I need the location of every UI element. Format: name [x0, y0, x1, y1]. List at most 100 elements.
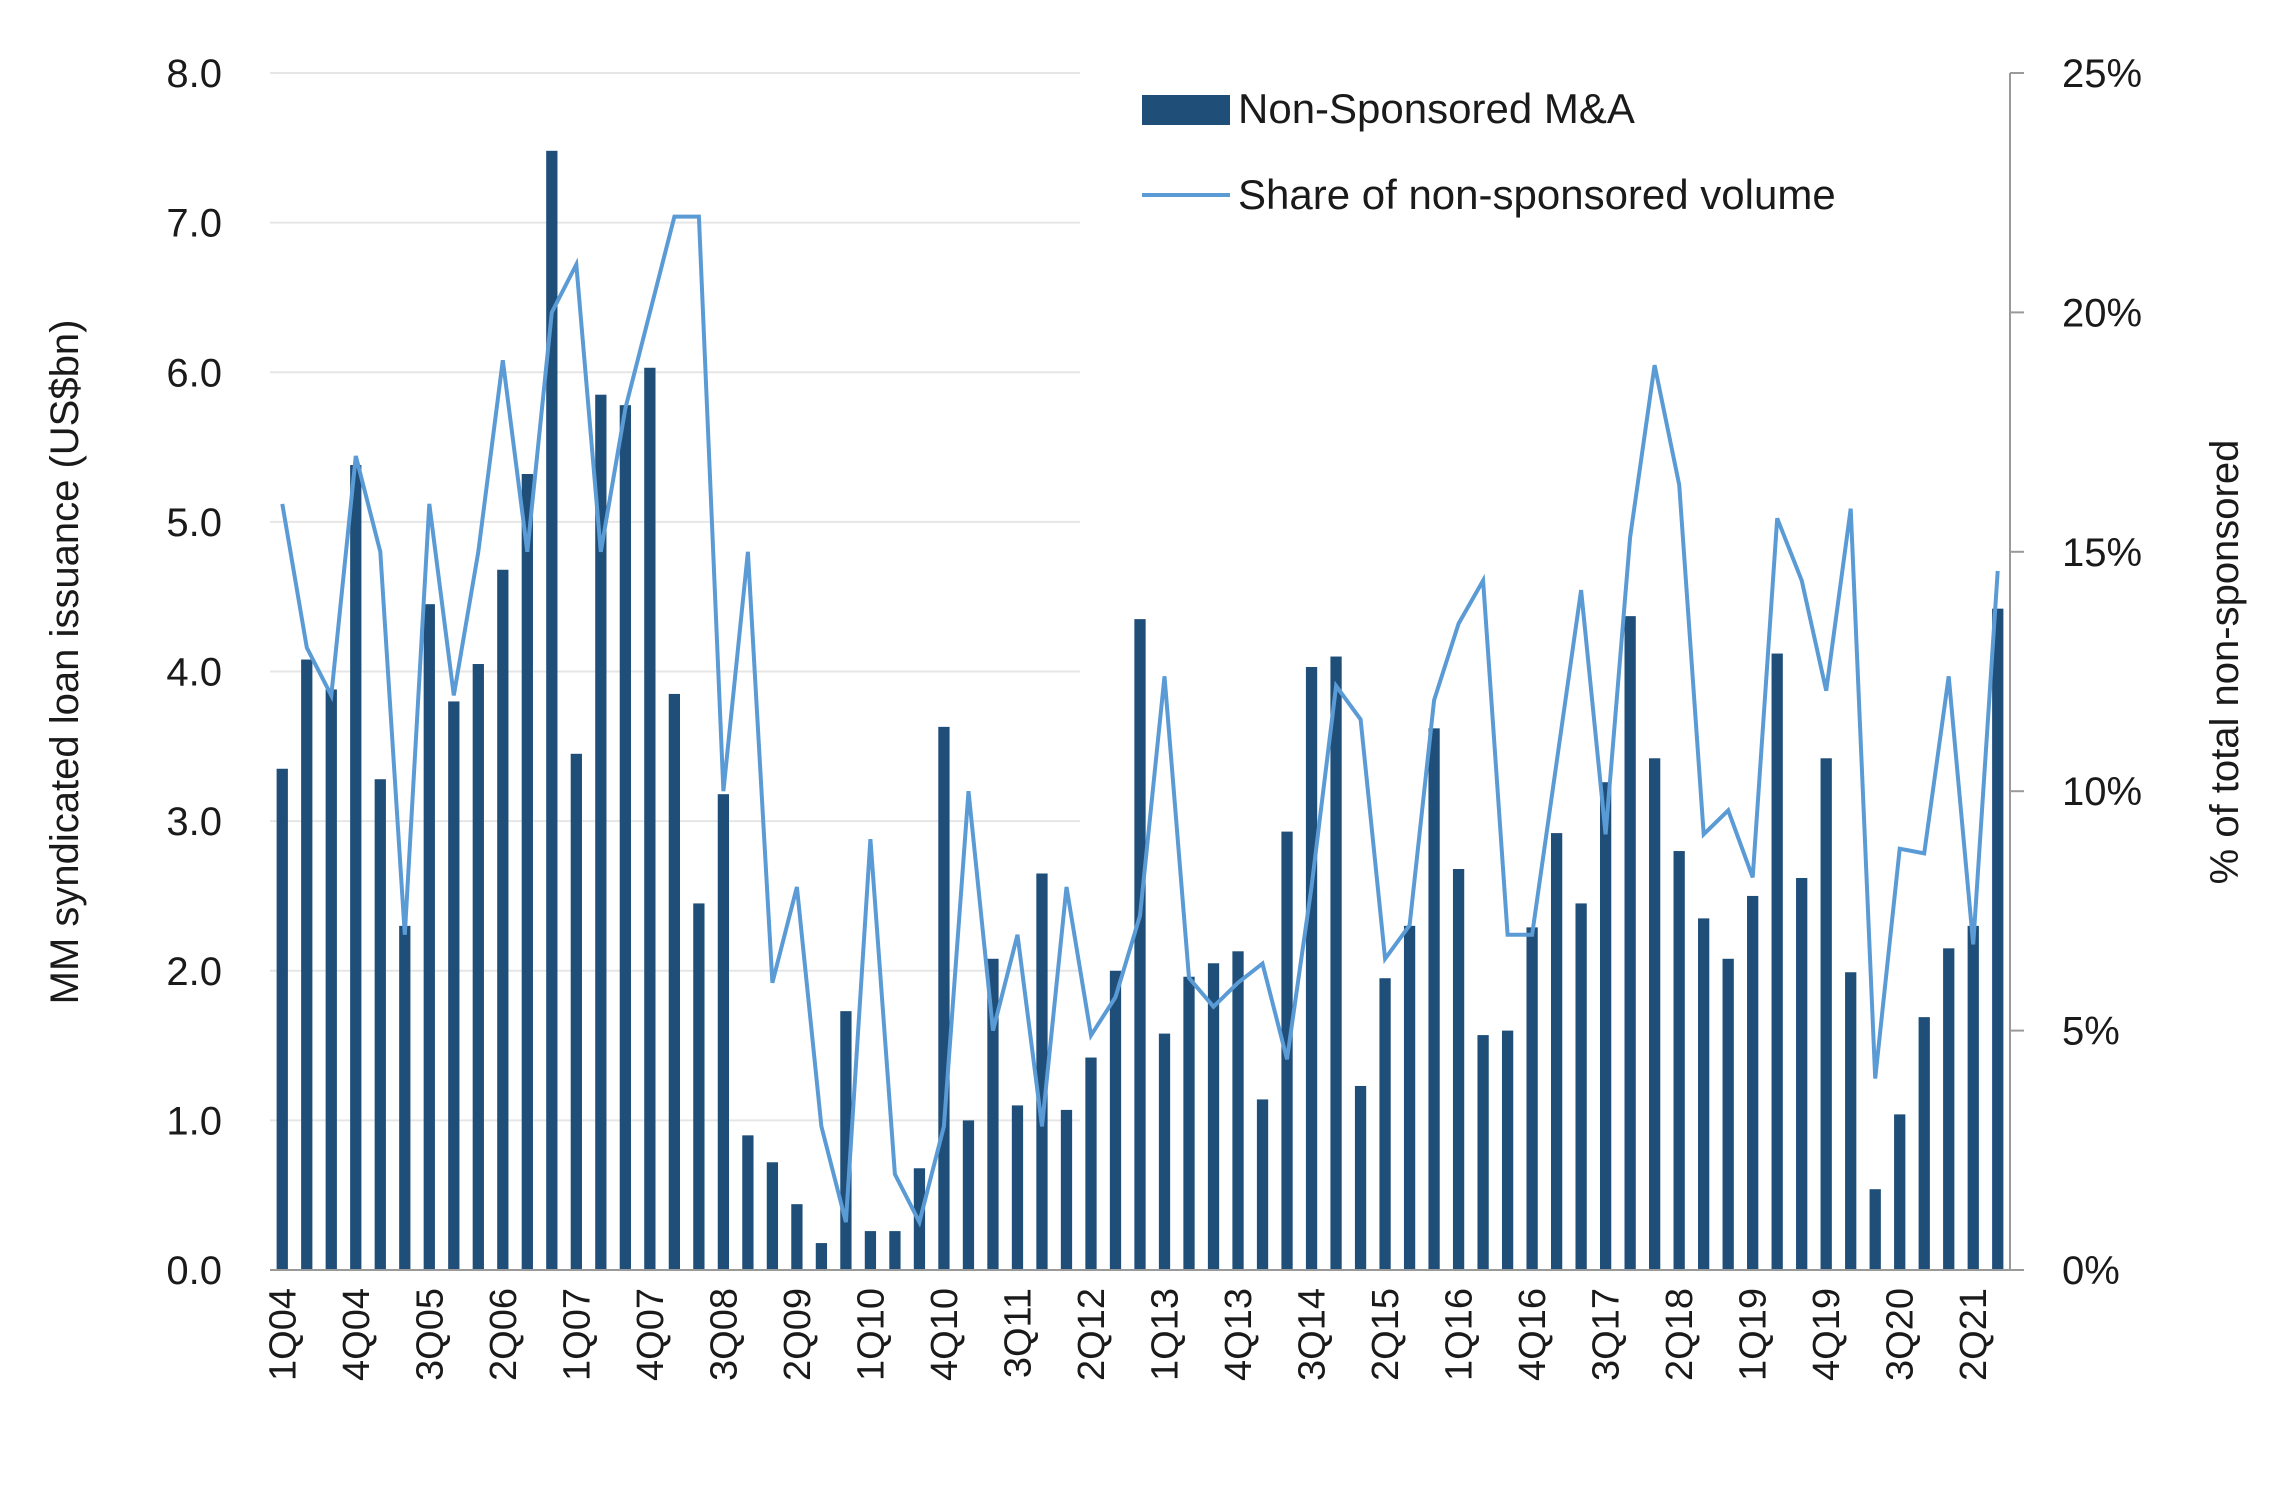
bar: [1060, 1109, 1073, 1270]
bar: [717, 794, 730, 1270]
bar: [840, 1011, 852, 1270]
bar: [1256, 1099, 1269, 1270]
bar: [1575, 903, 1587, 1270]
y-tick-label: 5.0: [166, 501, 222, 545]
bar: [1036, 873, 1048, 1270]
bar: [399, 925, 411, 1270]
right-y-ticks: 0% 5% 10% 15% 20% 25%: [2010, 52, 2142, 1293]
bar: [1428, 728, 1440, 1270]
bar: [1158, 1033, 1171, 1270]
bar: [1550, 833, 1563, 1270]
bar: [1134, 619, 1146, 1270]
bar: [1109, 970, 1122, 1270]
x-tick-label: 3Q20: [1880, 1288, 1922, 1381]
bar: [350, 465, 362, 1271]
bar: [1698, 918, 1710, 1270]
bar: [1747, 895, 1759, 1270]
x-tick-label: 1Q19: [1733, 1288, 1775, 1381]
y2-tick-label: 15%: [2062, 531, 2142, 575]
x-tick-label: 2Q18: [1659, 1288, 1701, 1381]
legend-label-bar: Non-Sponsored M&A: [1238, 85, 1635, 132]
x-tick-label: 2Q15: [1365, 1288, 1407, 1381]
share-line: [280, 214, 2000, 1228]
bar: [1649, 758, 1661, 1270]
y2-tick-label: 5%: [2062, 1010, 2120, 1054]
bar: [1796, 877, 1808, 1270]
bar: [1085, 1057, 1097, 1270]
bar: [276, 768, 288, 1270]
bar: [1722, 958, 1734, 1270]
legend: Non-Sponsored M&A Share of non-sponsored…: [1142, 85, 1836, 218]
x-tick-label: 4Q10: [924, 1288, 966, 1381]
x-tick-label: 3Q14: [1292, 1288, 1334, 1381]
bar: [1501, 1030, 1514, 1270]
bar: [987, 958, 999, 1270]
y2-axis-title: % of total non-sponsored: [2203, 440, 2247, 885]
bar: [864, 1231, 877, 1270]
bar: [1232, 951, 1244, 1270]
bar: [521, 473, 533, 1270]
bar: [301, 659, 313, 1270]
x-tick-label: 4Q19: [1806, 1288, 1848, 1381]
x-tick-label: 1Q04: [262, 1288, 304, 1381]
x-tick-label: 4Q13: [1218, 1288, 1260, 1381]
bar: [1771, 653, 1783, 1270]
x-tick-label: 4Q04: [336, 1288, 378, 1381]
legend-label-line: Share of non-sponsored volume: [1238, 171, 1836, 218]
x-tick-label: 3Q05: [409, 1288, 451, 1381]
x-tick-label: 2Q21: [1953, 1288, 1995, 1381]
bar: [889, 1231, 901, 1270]
bar: [472, 664, 484, 1270]
bar: [1305, 667, 1318, 1270]
bar: [791, 1204, 803, 1270]
bar: [1624, 616, 1636, 1270]
bar: [1354, 1085, 1367, 1270]
x-tick-label: 1Q13: [1145, 1288, 1187, 1381]
x-tick-label: 3Q08: [703, 1288, 745, 1381]
bar: [1869, 1189, 1881, 1270]
bar: [962, 1120, 975, 1270]
x-ticks: 1Q04 4Q04 3Q05 2Q06 1Q07 4Q07 3Q08 2Q09 1Q10 4Q10…: [262, 1288, 1995, 1381]
x-tick-label: 1Q10: [850, 1288, 892, 1381]
bar: [448, 701, 460, 1270]
bar: [546, 150, 558, 1271]
bar: [1673, 851, 1685, 1270]
bar: [1894, 1114, 1906, 1270]
y-tick-label: 1.0: [166, 1099, 222, 1143]
y-tick-label: 7.0: [166, 202, 222, 246]
bar: [1526, 927, 1538, 1270]
bar: [1599, 782, 1612, 1270]
bar: [1452, 869, 1465, 1270]
bar: [1403, 925, 1416, 1270]
bar: [497, 569, 509, 1270]
left-y-ticks: 0.0 1.0 2.0 3.0 4.0 5.0 6.0 7.0 8.0: [166, 52, 222, 1293]
bar: [1845, 972, 1857, 1270]
y-tick-label: 4.0: [166, 651, 222, 695]
bar: [938, 726, 950, 1270]
x-tick-label: 4Q07: [630, 1288, 672, 1381]
y-axis-title: MM syndicated loan issuance (US$bn): [43, 320, 87, 1005]
bar: [325, 689, 337, 1270]
bar: [1477, 1035, 1489, 1270]
y-tick-label: 3.0: [166, 800, 222, 844]
x-tick-label: 2Q09: [777, 1288, 819, 1381]
bar: [1183, 976, 1195, 1270]
bar: [1967, 925, 1979, 1270]
y2-tick-label: 25%: [2062, 52, 2142, 96]
x-tick-label: 2Q06: [483, 1288, 525, 1381]
bar: [693, 903, 705, 1270]
bar: [1379, 978, 1391, 1270]
bar: [1992, 608, 2004, 1270]
x-tick-label: 3Q11: [998, 1288, 1040, 1378]
y-tick-label: 6.0: [166, 351, 222, 395]
bar: [570, 753, 582, 1270]
x-tick-label: 2Q12: [1071, 1288, 1113, 1381]
y-tick-label: 2.0: [166, 950, 222, 994]
line-series: [280, 214, 2000, 1228]
bar: [423, 604, 435, 1270]
bar: [374, 779, 386, 1270]
x-tick-label: 3Q17: [1586, 1288, 1628, 1381]
x-tick-label: 1Q07: [556, 1288, 598, 1381]
legend-swatch-bar: [1142, 95, 1230, 125]
